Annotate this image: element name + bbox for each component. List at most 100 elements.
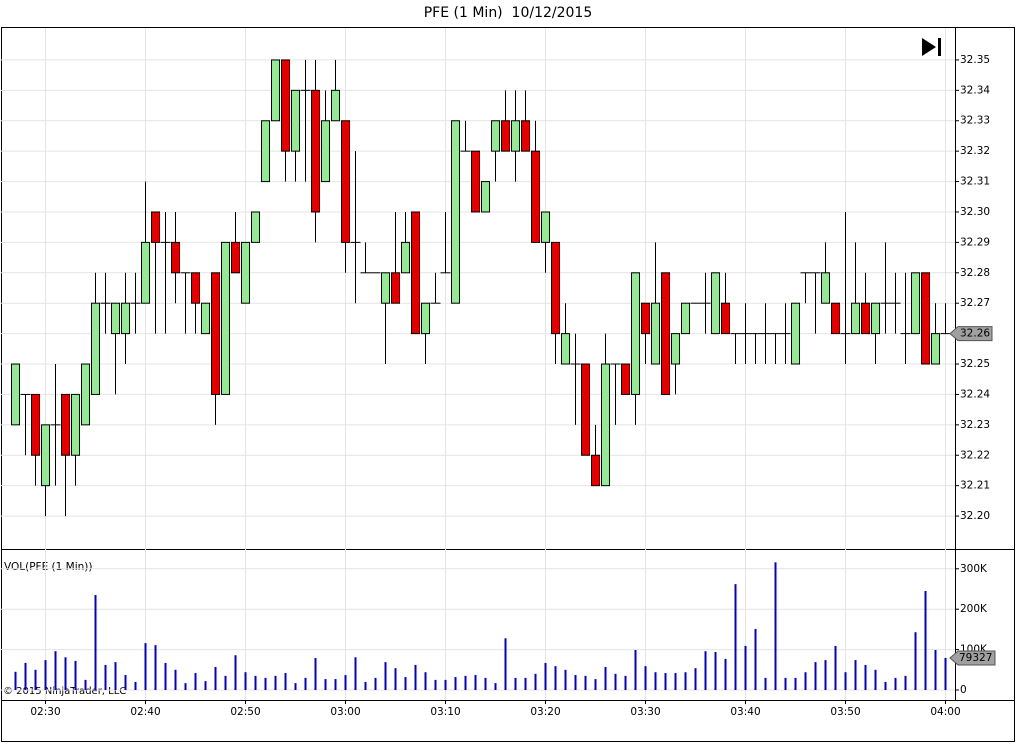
play-icon[interactable] xyxy=(922,38,936,56)
candle-body xyxy=(601,363,610,487)
footnote: © 2015 NinjaTrader, LLC xyxy=(3,686,126,697)
volume-bar xyxy=(194,673,197,690)
candle-body xyxy=(381,272,390,304)
volume-bar xyxy=(94,595,97,690)
candle-body xyxy=(551,241,560,335)
candle-body xyxy=(401,241,410,274)
volume-bar xyxy=(44,660,47,690)
candle-body xyxy=(921,272,930,365)
volume-bar xyxy=(254,675,257,690)
candle-body xyxy=(141,241,150,304)
volume-marker-label: 79327 xyxy=(959,652,992,664)
volume-bar xyxy=(844,672,847,690)
x-tick-label: 03:20 xyxy=(530,706,560,718)
volume-bar xyxy=(304,677,307,690)
volume-bar xyxy=(224,675,227,690)
candle-body xyxy=(211,272,220,395)
volume-bar xyxy=(764,677,767,690)
y-tick-label: 32.24 xyxy=(960,388,990,400)
volume-bar xyxy=(274,675,277,690)
volume-bar xyxy=(804,672,807,690)
volume-bar xyxy=(494,683,497,690)
volume-bar xyxy=(284,673,287,690)
volume-bar xyxy=(944,657,947,690)
volume-bar xyxy=(624,675,627,690)
volume-bar xyxy=(104,664,107,690)
volume-bar xyxy=(514,677,517,690)
candle-body xyxy=(511,120,520,152)
y-tick-label: 32.22 xyxy=(960,449,990,461)
volume-bar xyxy=(784,677,787,690)
candle-body xyxy=(71,393,80,456)
volume-bar xyxy=(234,655,237,690)
x-tick-label: 03:40 xyxy=(730,706,760,718)
candle-body xyxy=(681,302,690,335)
volume-bar xyxy=(444,679,447,690)
candle-body xyxy=(671,333,680,365)
volume-bar xyxy=(124,675,127,690)
y-tick-label: 0 xyxy=(960,684,967,696)
volume-bar xyxy=(54,651,57,690)
volume-bar xyxy=(134,681,137,690)
y-tick-label: 32.32 xyxy=(960,145,990,157)
candle-body xyxy=(631,272,640,395)
volume-bar xyxy=(894,677,897,690)
volume-bar xyxy=(464,675,467,690)
candle-body xyxy=(421,302,430,335)
volume-bar xyxy=(544,662,547,690)
y-tick-label: 32.29 xyxy=(960,236,990,248)
y-tick-label: 200K xyxy=(960,603,988,615)
candle-body xyxy=(81,363,90,426)
volume-bar xyxy=(614,673,617,690)
candle-body xyxy=(251,211,260,243)
volume-bar xyxy=(184,683,187,690)
volume-bar xyxy=(334,679,337,690)
candle-body xyxy=(861,302,870,335)
candle-body xyxy=(91,302,100,395)
candle-body xyxy=(411,211,420,335)
volume-title: VOL(PFE (1 Min)) xyxy=(4,561,93,573)
volume-bar xyxy=(674,673,677,690)
candle-body xyxy=(661,272,670,395)
candle-body xyxy=(871,302,880,335)
volume-bar xyxy=(774,562,777,690)
candle-body xyxy=(831,302,840,335)
candle-body xyxy=(711,272,720,335)
candle-body xyxy=(451,120,460,304)
volume-bar xyxy=(934,650,937,690)
volume-bar xyxy=(454,677,457,690)
candle-body xyxy=(111,302,120,335)
candle-body xyxy=(201,302,210,335)
volume-bar xyxy=(734,584,737,690)
candle-body xyxy=(651,302,660,365)
scroll-end-icon[interactable] xyxy=(922,38,941,56)
volume-bar xyxy=(554,666,557,690)
end-bar-icon[interactable] xyxy=(938,38,941,56)
candle-body xyxy=(321,120,330,183)
candle-body xyxy=(791,302,800,365)
candle-body xyxy=(221,241,230,395)
candle-body xyxy=(231,241,240,274)
candle-body xyxy=(241,241,250,304)
y-tick-label: 32.33 xyxy=(960,115,990,127)
volume-bar xyxy=(484,677,487,690)
volume-bar xyxy=(314,658,317,690)
x-tick-label: 04:00 xyxy=(930,706,960,718)
candle-body xyxy=(341,120,350,243)
y-tick-label: 32.30 xyxy=(960,206,990,218)
candle-body xyxy=(581,363,590,456)
volume-bar xyxy=(214,666,217,690)
volume-bar xyxy=(664,673,667,690)
candle-body xyxy=(851,302,860,335)
volume-bar xyxy=(204,681,207,690)
volume-bar xyxy=(14,671,17,690)
volume-bar xyxy=(644,666,647,690)
volume-bar xyxy=(904,675,907,690)
candle-body xyxy=(61,393,70,456)
volume-bar xyxy=(384,662,387,690)
volume-bar xyxy=(404,677,407,690)
volume-bar xyxy=(504,638,507,690)
volume-bar xyxy=(414,664,417,690)
x-tick-label: 02:40 xyxy=(130,706,160,718)
